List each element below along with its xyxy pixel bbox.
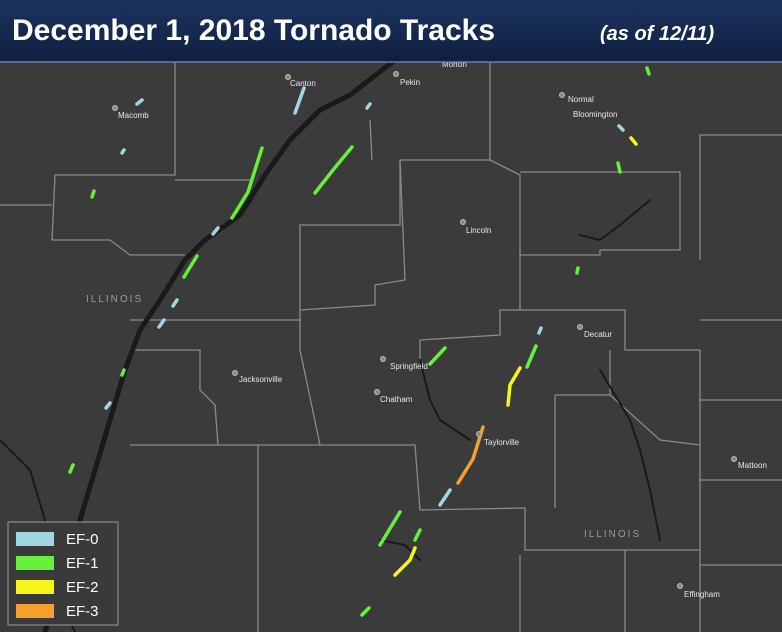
track (171, 298, 179, 308)
track (506, 366, 522, 407)
track (365, 102, 372, 110)
legend: EF-0 EF-1 EF-2 EF-3 (7, 521, 119, 626)
city-label: Chatham (380, 395, 413, 404)
subtitle: (as of 12/11) (600, 23, 714, 45)
title: December 1, 2018 Tornado Tracks (12, 14, 495, 47)
legend-swatch (16, 556, 54, 570)
city-label: Taylorville (484, 438, 520, 447)
track (230, 146, 264, 220)
city-label: Jacksonville (239, 375, 283, 384)
track (629, 136, 638, 146)
city-dot (677, 583, 683, 589)
legend-swatch (16, 532, 54, 546)
track (525, 344, 538, 369)
track (645, 66, 651, 76)
track (293, 86, 306, 115)
city-label: Pekin (400, 78, 420, 87)
track (211, 226, 220, 236)
title-bar (0, 0, 782, 62)
track (617, 124, 625, 132)
track (90, 189, 96, 199)
track (393, 546, 417, 577)
city-label: Canton (290, 79, 316, 88)
city-label: Springfield (390, 362, 428, 371)
track (360, 606, 371, 617)
city-dot (577, 324, 583, 330)
city-label: Normal (568, 95, 594, 104)
city-dot (374, 389, 380, 395)
track (157, 318, 166, 329)
track (438, 488, 452, 507)
city-label: Macomb (118, 111, 149, 120)
city-dot (559, 92, 565, 98)
city-dot (393, 71, 399, 77)
track (104, 401, 112, 410)
track (120, 148, 126, 155)
track (313, 145, 354, 195)
legend-label: EF-2 (66, 579, 99, 596)
track (616, 161, 622, 174)
track (428, 346, 447, 366)
track (575, 266, 580, 275)
track (456, 425, 485, 485)
city-label: Effingham (684, 590, 720, 599)
track (413, 528, 422, 542)
county-lines (0, 60, 782, 632)
city-dot (285, 74, 291, 80)
track (537, 326, 543, 335)
city-dot (731, 456, 737, 462)
city-label: Lincoln (466, 226, 491, 235)
city-label: Bloomington (573, 110, 617, 119)
city-dot (460, 219, 466, 225)
city-dot (476, 431, 482, 437)
legend-swatch (16, 580, 54, 594)
city-label: Morton (442, 60, 467, 69)
city-dot (112, 105, 118, 111)
track (68, 463, 75, 474)
legend-label: EF-1 (66, 555, 99, 572)
tornado-tracks (68, 66, 651, 617)
legend-label: EF-0 (66, 531, 99, 548)
track (182, 254, 199, 279)
city-label: Decatur (584, 330, 612, 339)
city-labels: Canton Pekin Morton Macomb Normal Bloomi… (86, 60, 767, 599)
track (135, 98, 144, 106)
track (120, 368, 126, 377)
track (378, 510, 402, 547)
state-label: ILLINOIS (584, 529, 641, 540)
state-label: ILLINOIS (86, 294, 143, 305)
city-dot (232, 370, 238, 376)
city-label: Mattoon (738, 461, 767, 470)
legend-swatch (16, 604, 54, 618)
city-dot (380, 356, 386, 362)
legend-label: EF-3 (66, 603, 99, 620)
